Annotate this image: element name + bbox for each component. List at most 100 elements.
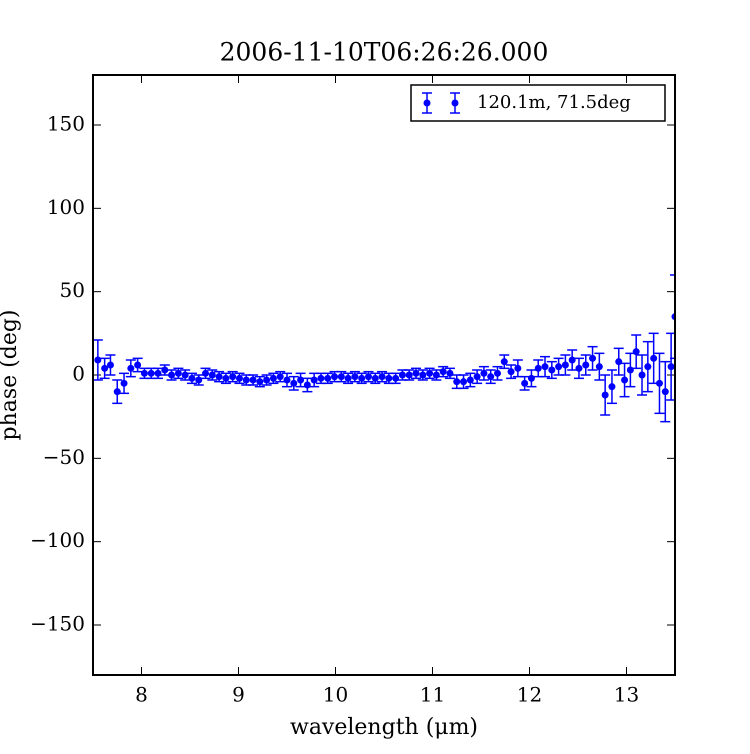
x-tick-label: 12 [517, 683, 542, 707]
point [378, 373, 386, 381]
point [638, 371, 646, 379]
point [398, 371, 406, 379]
point [412, 369, 420, 377]
x-tick-label: 13 [614, 683, 639, 707]
point [487, 373, 495, 381]
point [147, 369, 155, 377]
point [297, 376, 305, 384]
point [466, 376, 474, 384]
point [548, 366, 556, 374]
point [106, 361, 114, 369]
point [608, 383, 616, 391]
point [263, 376, 271, 384]
x-axis-label: wavelength (μm) [290, 715, 478, 740]
point [269, 374, 277, 382]
point [337, 373, 345, 381]
chart-title: 2006-11-10T06:26:26.000 [220, 38, 549, 67]
point [229, 373, 237, 381]
point [181, 371, 189, 379]
point [460, 378, 468, 386]
point [215, 373, 223, 381]
point [344, 374, 352, 382]
point [134, 361, 142, 369]
x-tick-label: 11 [420, 683, 445, 707]
point [385, 374, 393, 382]
point [310, 376, 318, 384]
point [195, 376, 203, 384]
point [626, 366, 634, 374]
plot-area [93, 274, 675, 423]
plot-frame [92, 74, 676, 676]
point [256, 378, 264, 386]
point [242, 376, 250, 384]
point [480, 369, 488, 377]
point [595, 363, 603, 371]
x-tick-label: 10 [323, 683, 348, 707]
point [235, 374, 243, 382]
point [303, 381, 311, 389]
point [364, 373, 372, 381]
point [419, 371, 427, 379]
point [601, 391, 609, 399]
y-tick-label: −150 [30, 612, 85, 636]
x-tick-label: 8 [135, 683, 148, 707]
point [154, 369, 162, 377]
point [283, 376, 291, 384]
point [331, 373, 339, 381]
point [575, 364, 583, 372]
point [615, 358, 623, 366]
point [324, 374, 332, 382]
point [527, 374, 535, 382]
point [168, 371, 176, 379]
y-tick-label: 50 [60, 278, 85, 302]
point [405, 371, 413, 379]
point [249, 376, 257, 384]
point [140, 369, 148, 377]
point [453, 378, 461, 386]
point [161, 366, 169, 374]
point [582, 361, 590, 369]
point [561, 361, 569, 369]
y-axis-label: phase (deg) [0, 309, 22, 440]
point [276, 373, 284, 381]
point [473, 373, 481, 381]
point [392, 374, 400, 382]
point [589, 354, 597, 362]
point [541, 363, 549, 371]
legend-marker [423, 99, 431, 107]
y-tick-label: 150 [47, 112, 85, 136]
x-tick-label: 9 [232, 683, 245, 707]
point [120, 379, 128, 387]
point [358, 374, 366, 382]
point [127, 364, 135, 372]
point [113, 388, 121, 396]
point [655, 379, 663, 387]
point [202, 369, 210, 377]
point [493, 369, 501, 377]
point [446, 369, 454, 377]
point [290, 379, 298, 387]
legend-marker [451, 99, 459, 107]
y-tick-label: 100 [47, 195, 85, 219]
point [667, 363, 675, 371]
point [521, 379, 529, 387]
point [188, 374, 196, 382]
point [439, 368, 447, 376]
point [534, 364, 542, 372]
point [621, 376, 629, 384]
point [317, 374, 325, 382]
point [351, 373, 359, 381]
point [644, 363, 652, 371]
y-tick-label: −50 [43, 445, 85, 469]
point [208, 371, 216, 379]
legend-label: 120.1m, 71.5deg [477, 92, 631, 113]
point [632, 348, 640, 356]
point [650, 354, 658, 362]
point [426, 369, 434, 377]
y-tick-label: 0 [72, 362, 85, 386]
point [101, 364, 109, 372]
point [432, 371, 440, 379]
point [174, 369, 182, 377]
y-tick-label: −100 [30, 528, 85, 552]
